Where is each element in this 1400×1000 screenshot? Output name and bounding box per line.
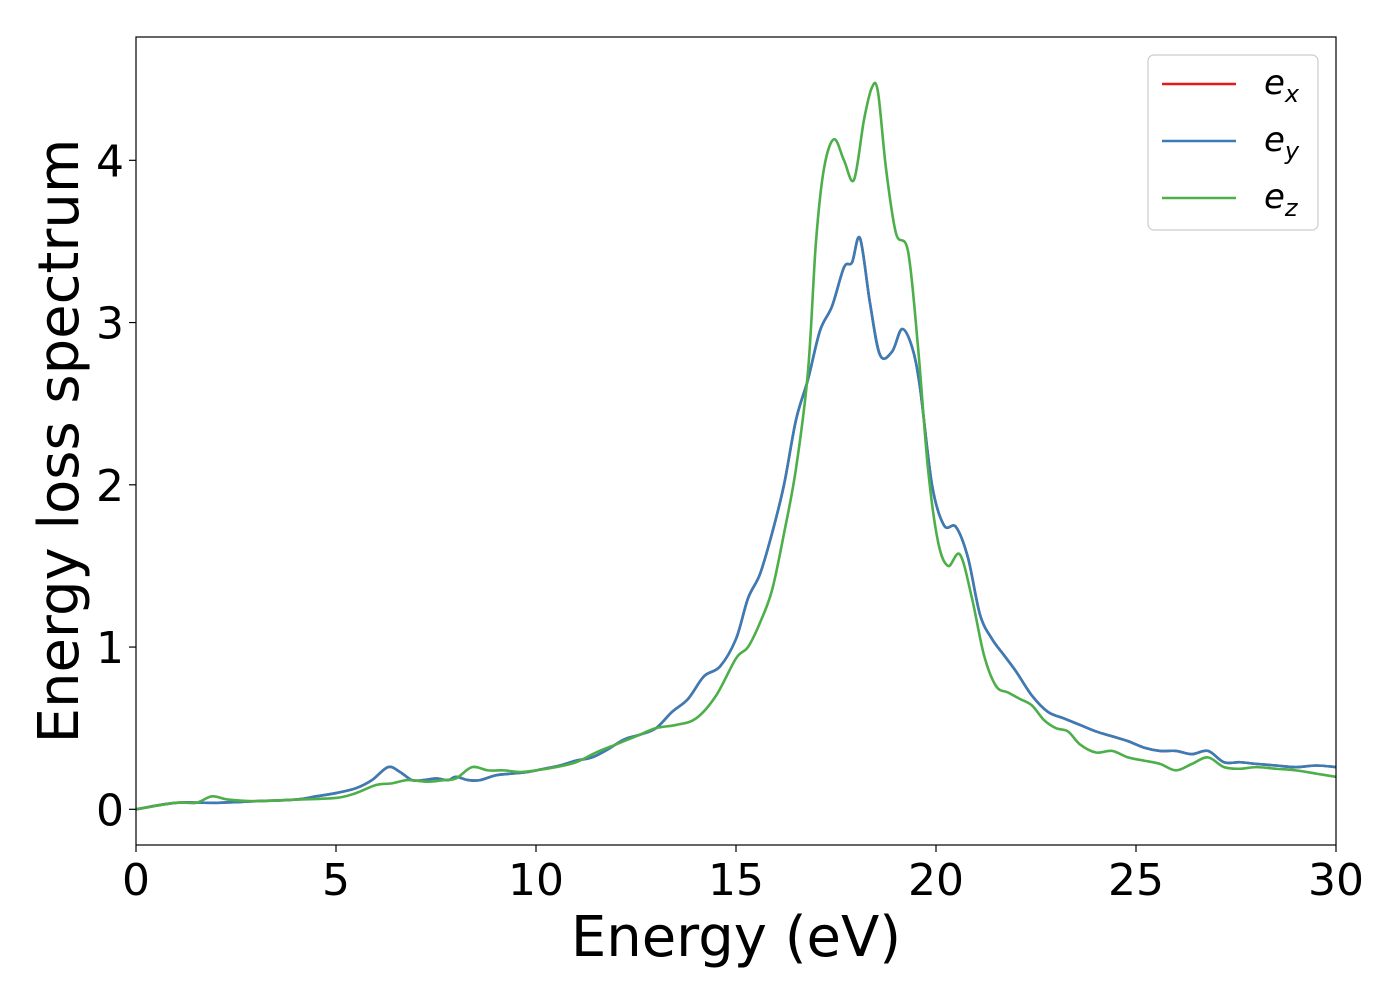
legend-label-x: ex (1264, 63, 1300, 108)
series-layer (136, 81, 1336, 811)
x-axis-ticks: 0 5 10 15 20 25 30 (122, 845, 1364, 906)
y-axis-ticks: 0 1 2 3 4 (96, 136, 136, 836)
series-line-x (136, 235, 1336, 811)
y-tick-label: 1 (96, 623, 124, 674)
x-tick-label: 10 (508, 855, 564, 906)
y-tick-label: 3 (96, 299, 124, 350)
series-line-y (136, 235, 1336, 811)
x-tick-label: 25 (1108, 855, 1164, 906)
y-axis-label: Energy loss spectrum (27, 139, 92, 744)
series-line-z (136, 81, 1336, 811)
y-tick-label: 2 (96, 461, 124, 512)
legend-box (1147, 54, 1319, 231)
x-axis-label: Energy (eV) (571, 905, 901, 970)
x-tick-label: 5 (322, 855, 350, 906)
legend-label-z: ez (1264, 177, 1299, 222)
x-tick-label: 20 (908, 855, 964, 906)
legend-label-y: ey (1264, 120, 1300, 165)
legend: ex ey ez (1147, 54, 1319, 231)
x-tick-label: 0 (122, 855, 150, 906)
y-tick-label: 0 (96, 785, 124, 836)
x-tick-label: 15 (708, 855, 764, 906)
x-tick-label: 30 (1308, 855, 1364, 906)
y-tick-label: 4 (96, 136, 124, 187)
